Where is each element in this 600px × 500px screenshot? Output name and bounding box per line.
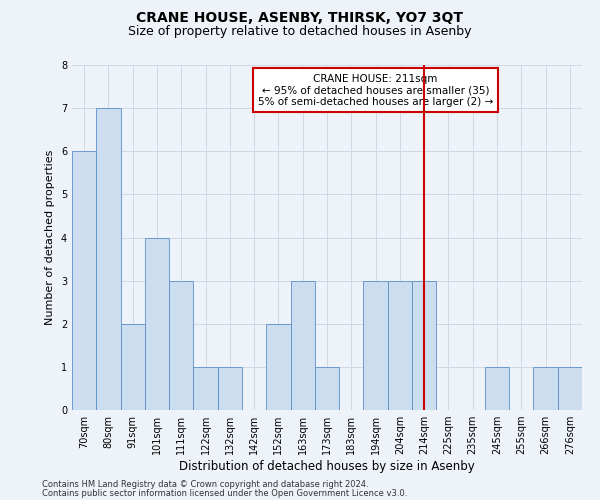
Bar — [558, 367, 582, 410]
Bar — [315, 367, 339, 410]
Bar — [485, 367, 509, 410]
X-axis label: Distribution of detached houses by size in Asenby: Distribution of detached houses by size … — [179, 460, 475, 473]
Bar — [266, 324, 290, 410]
Bar — [145, 238, 169, 410]
Bar — [96, 108, 121, 410]
Bar — [218, 367, 242, 410]
Text: Contains public sector information licensed under the Open Government Licence v3: Contains public sector information licen… — [42, 488, 407, 498]
Bar — [290, 280, 315, 410]
Bar — [72, 152, 96, 410]
Bar — [193, 367, 218, 410]
Text: Size of property relative to detached houses in Asenby: Size of property relative to detached ho… — [128, 25, 472, 38]
Text: Contains HM Land Registry data © Crown copyright and database right 2024.: Contains HM Land Registry data © Crown c… — [42, 480, 368, 489]
Bar — [533, 367, 558, 410]
Y-axis label: Number of detached properties: Number of detached properties — [46, 150, 55, 325]
Bar — [412, 280, 436, 410]
Bar — [121, 324, 145, 410]
Bar — [364, 280, 388, 410]
Text: CRANE HOUSE, ASENBY, THIRSK, YO7 3QT: CRANE HOUSE, ASENBY, THIRSK, YO7 3QT — [137, 11, 464, 25]
Bar — [169, 280, 193, 410]
Bar — [388, 280, 412, 410]
Text: CRANE HOUSE: 211sqm
← 95% of detached houses are smaller (35)
5% of semi-detache: CRANE HOUSE: 211sqm ← 95% of detached ho… — [258, 74, 493, 107]
